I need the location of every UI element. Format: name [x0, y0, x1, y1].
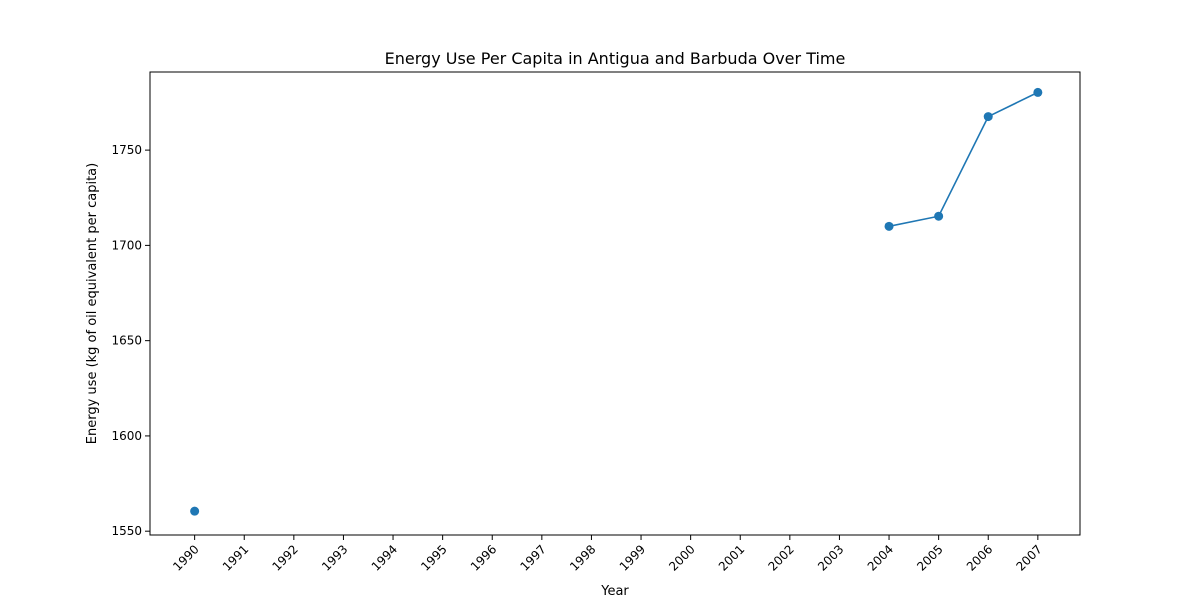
- y-tick-label: 1600: [111, 429, 142, 443]
- x-tick-label: 1990: [170, 542, 201, 573]
- x-tick-label: 2004: [865, 542, 896, 573]
- x-tick-label: 1997: [517, 542, 548, 573]
- x-tick-label: 1993: [319, 542, 350, 573]
- x-tick-label: 2001: [716, 542, 747, 573]
- data-point: [934, 211, 944, 221]
- x-tick-label: 2003: [815, 542, 846, 573]
- x-tick-label: 1998: [567, 542, 598, 573]
- x-tick-label: 2006: [964, 542, 995, 573]
- y-tick-label: 1700: [111, 238, 142, 252]
- plot-area: [190, 87, 1043, 516]
- x-tick-label: 2000: [666, 542, 697, 573]
- x-tick-label: 1992: [269, 542, 300, 573]
- data-point: [884, 221, 894, 231]
- plot-frame: [149, 71, 1081, 536]
- y-tick-label: 1550: [111, 524, 142, 538]
- data-point: [1033, 87, 1043, 97]
- x-tick-label: 2002: [765, 542, 796, 573]
- x-tick-label: 2007: [1013, 542, 1044, 573]
- x-tick-label: 1991: [220, 542, 251, 573]
- y-tick-label: 1750: [111, 143, 142, 157]
- y-axis: 1550 1600 1650 1700 1750: [111, 143, 150, 538]
- x-tick-label: 1999: [617, 542, 648, 573]
- y-tick-label: 1650: [111, 334, 142, 348]
- chart-title: Energy Use Per Capita in Antigua and Bar…: [385, 49, 846, 68]
- x-tick-label: 1994: [369, 542, 400, 573]
- x-tick-label: 1996: [468, 542, 499, 573]
- data-point: [190, 506, 200, 516]
- x-axis-label: Year: [600, 584, 629, 599]
- series-line: [888, 91, 1039, 228]
- data-point: [983, 112, 993, 122]
- x-tick-label: 2005: [914, 542, 945, 573]
- x-tick-label: 1995: [418, 542, 449, 573]
- x-axis: 1990 1991 1992 1993 1994 1995 1996 1997 1998 1999…: [170, 535, 1045, 574]
- y-axis-label: Energy use (kg of oil equivalent per cap…: [85, 163, 100, 444]
